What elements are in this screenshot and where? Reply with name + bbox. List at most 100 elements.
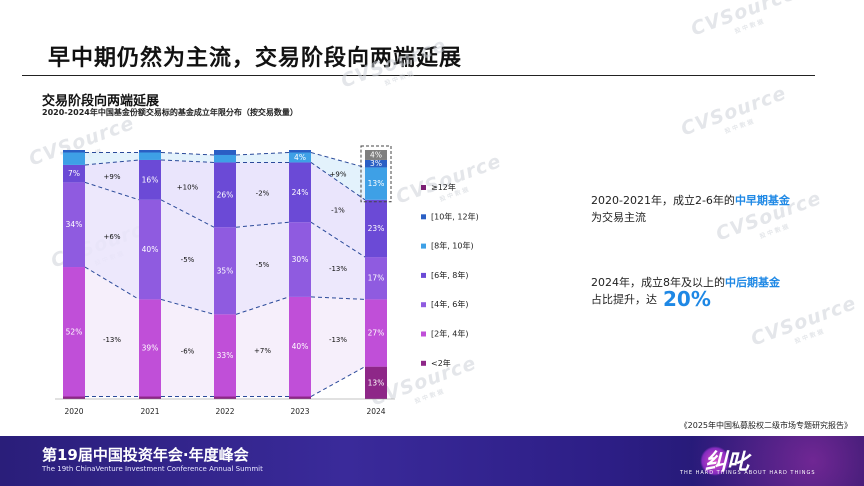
segment-label: 7% bbox=[68, 169, 80, 178]
bar-segment bbox=[63, 396, 85, 399]
legend-label: [4年, 6年) bbox=[431, 299, 469, 309]
legend-swatch bbox=[421, 243, 426, 249]
connector-line bbox=[84, 159, 140, 166]
band-area bbox=[236, 162, 289, 228]
legend-swatch bbox=[421, 185, 426, 190]
change-label: +9% bbox=[104, 173, 121, 181]
footer-glow-icon bbox=[700, 446, 730, 476]
band-area bbox=[311, 152, 365, 200]
bar-segment bbox=[214, 396, 236, 399]
band-area bbox=[311, 222, 365, 300]
segment-label: 33% bbox=[217, 351, 234, 360]
bar-segment bbox=[214, 162, 236, 228]
x-tick-label: 2021 bbox=[140, 407, 159, 416]
change-label: -1% bbox=[331, 206, 345, 214]
bar-segment bbox=[63, 150, 85, 153]
connector-line bbox=[84, 266, 140, 300]
band-area bbox=[311, 296, 365, 397]
band-area bbox=[85, 152, 139, 165]
bar-segment bbox=[139, 396, 161, 399]
change-label: -5% bbox=[256, 261, 270, 269]
connector-line bbox=[160, 298, 215, 315]
band-area bbox=[85, 267, 139, 397]
bar-segment bbox=[365, 159, 387, 168]
summit-tagline: THE HARD THINGS ABOUT HARD THINGS bbox=[680, 470, 816, 476]
legend-label: [6年, 8年) bbox=[431, 270, 469, 280]
change-label: +10% bbox=[177, 183, 199, 191]
connector-line bbox=[235, 296, 290, 315]
bar-segment bbox=[63, 182, 85, 268]
connector-line bbox=[310, 296, 366, 300]
bar-segment bbox=[63, 267, 85, 397]
segment-label: 3% bbox=[370, 159, 382, 168]
connector-line bbox=[310, 162, 366, 201]
bar-segment bbox=[214, 154, 236, 163]
bar-segment bbox=[289, 396, 311, 399]
source-citation: 《2025年中国私募股权二级市场专题研究报告》 bbox=[679, 421, 852, 430]
bar-segment bbox=[365, 366, 387, 399]
legend-label: [8年, 10年) bbox=[431, 241, 474, 251]
segment-label: 4% bbox=[370, 150, 382, 159]
connector-line bbox=[310, 221, 366, 258]
band-area bbox=[236, 222, 289, 315]
change-label: -13% bbox=[329, 265, 347, 273]
legend-label: [2年, 4年) bbox=[431, 329, 469, 339]
connector-line bbox=[84, 181, 140, 201]
x-tick-label: 2020 bbox=[64, 407, 83, 416]
title-divider bbox=[22, 75, 815, 76]
band-area bbox=[161, 299, 214, 397]
page-title: 早中期仍然为主流，交易阶段向两端延展 bbox=[48, 46, 463, 71]
legend-swatch bbox=[421, 331, 426, 337]
bar-segment bbox=[139, 199, 161, 300]
segment-label: 35% bbox=[217, 266, 234, 275]
segment-label: 39% bbox=[142, 343, 159, 352]
legend-label: <2年 bbox=[431, 358, 451, 368]
segment-label: 34% bbox=[66, 220, 83, 229]
change-label: +6% bbox=[104, 233, 121, 241]
bar-segment bbox=[139, 299, 161, 397]
change-label: -13% bbox=[329, 336, 347, 344]
chart-title: 交易阶段向两端延展 bbox=[42, 94, 160, 109]
band-area bbox=[85, 182, 139, 300]
legend-swatch bbox=[421, 360, 426, 366]
band-area bbox=[161, 159, 214, 228]
late-stage-share: 20% bbox=[663, 287, 711, 311]
bar-segment bbox=[365, 150, 387, 160]
change-label: -5% bbox=[181, 256, 195, 264]
change-label: +7% bbox=[254, 347, 271, 355]
segment-label: 4% bbox=[294, 153, 306, 162]
connector-line bbox=[310, 152, 366, 168]
bar-segment bbox=[139, 159, 161, 200]
connector-line bbox=[235, 151, 290, 156]
segment-label: 23% bbox=[368, 224, 385, 233]
legend-label: ≥12年 bbox=[431, 182, 456, 192]
bar-segment bbox=[365, 199, 387, 258]
annotation-early-stage: 2020-2021年，成立2-6年的中早期基金 为交易主流 bbox=[591, 194, 790, 224]
bar-segment bbox=[63, 164, 85, 183]
footer-graphic bbox=[610, 436, 864, 486]
bar-segment bbox=[365, 257, 387, 300]
bar-segment bbox=[289, 152, 311, 163]
bar-segment bbox=[214, 227, 236, 315]
connector-line bbox=[160, 159, 215, 163]
bar-segment bbox=[365, 299, 387, 367]
connector-line bbox=[310, 366, 366, 397]
legend-swatch bbox=[421, 272, 426, 278]
footer-banner: 第19届中国投资年会·年度峰会 The 19th ChinaVenture In… bbox=[0, 436, 864, 486]
x-tick-label: 2023 bbox=[290, 407, 309, 416]
bar-segment bbox=[139, 150, 161, 153]
connector-line bbox=[235, 221, 290, 228]
legend-swatch bbox=[421, 214, 426, 220]
x-tick-label: 2024 bbox=[366, 407, 385, 416]
connector-line bbox=[160, 199, 215, 228]
band-area bbox=[236, 152, 289, 163]
segment-label: 13% bbox=[368, 378, 385, 387]
bar-segment bbox=[139, 152, 161, 160]
bar-segment bbox=[214, 314, 236, 397]
band-area bbox=[161, 152, 214, 163]
segment-label: 16% bbox=[142, 175, 159, 184]
change-label: -2% bbox=[256, 190, 270, 198]
band-area bbox=[236, 296, 289, 397]
segment-label: 26% bbox=[217, 190, 234, 199]
